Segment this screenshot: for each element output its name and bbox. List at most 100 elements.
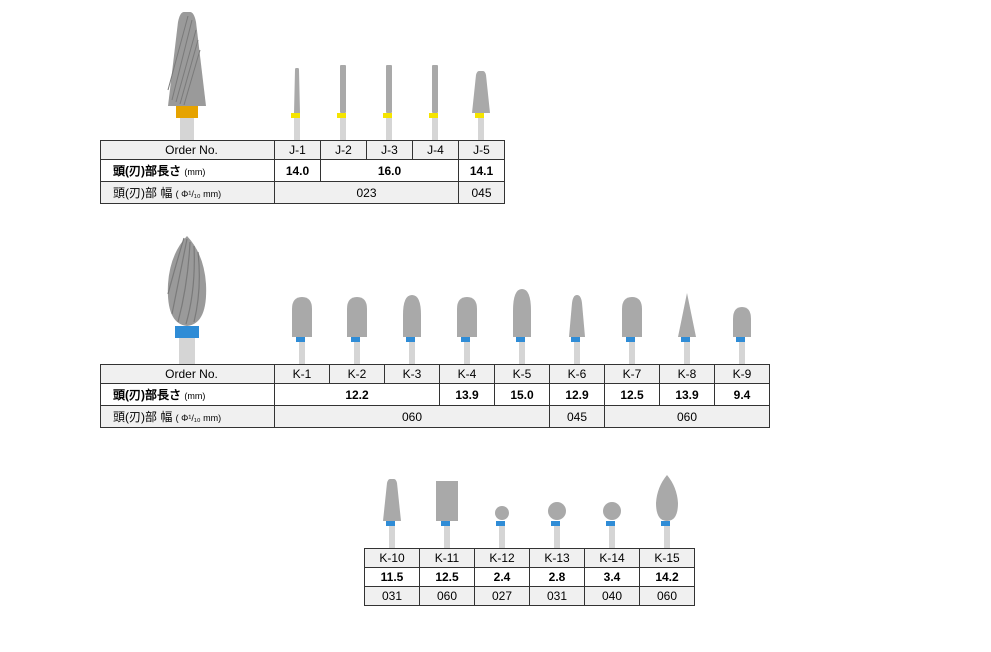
bur-illustration [639,458,694,548]
order-no-cell: K-12 [475,549,530,568]
order-no-cell: K-13 [530,549,585,568]
shank [464,342,470,364]
shank [299,342,305,364]
width-cell: 040 [585,587,640,606]
spec-table: Order No.J-1J-2J-3J-4J-5頭(刃)部長さ (mm)14.0… [100,140,505,204]
order-no-label: Order No. [101,365,275,384]
order-no-cell: K-7 [605,365,660,384]
length-cell: 16.0 [321,160,459,182]
width-label: 頭(刃)部 幅 ( Φ¹/₁₀ mm) [101,182,275,204]
shank [389,526,395,548]
bur-illustration [714,274,769,364]
length-row: 11.512.52.42.83.414.2 [365,568,695,587]
bur-illustration [329,274,384,364]
length-cell: 13.9 [660,384,715,406]
length-row: 頭(刃)部長さ (mm)14.016.014.1 [101,160,505,182]
width-row: 頭(刃)部 幅 ( Φ¹/₁₀ mm)023045 [101,182,505,204]
order-no-cell: K-15 [640,549,695,568]
shank [432,118,438,140]
spec-table: Order No.K-1K-2K-3K-4K-5K-6K-7K-8K-9 頭(刃)… [100,364,770,428]
order-no-cell: K-6 [550,365,605,384]
order-no-cell: K-3 [385,365,440,384]
width-cell: 060 [420,587,475,606]
bur-illustration [458,50,504,140]
shank [739,342,745,364]
bur-illustration [364,458,419,548]
width-cell: 045 [459,182,505,204]
length-cell: 12.5 [420,568,475,587]
width-cell: 031 [530,587,585,606]
order-no-cell: J-1 [275,141,321,160]
width-cell: 060 [640,587,695,606]
spec-table: K-10K-11K-12K-13K-14K-1511.512.52.42.83.… [364,548,695,606]
length-cell: 14.2 [640,568,695,587]
illustrations-row [100,234,991,364]
shank [409,342,415,364]
shank [684,342,690,364]
shank [629,342,635,364]
shank [478,118,484,140]
width-row: 031060027031040060 [365,587,695,606]
length-row: 頭(刃)部長さ (mm)12.213.915.012.912.513.99.4 [101,384,770,406]
shank [664,526,670,548]
shank [294,118,300,140]
order-no-row: K-10K-11K-12K-13K-14K-15 [365,549,695,568]
length-cell: 12.5 [605,384,660,406]
shank [609,526,615,548]
bur-illustration [529,458,584,548]
length-cell: 15.0 [495,384,550,406]
order-no-cell: K-9 [715,365,770,384]
length-cell: 2.4 [475,568,530,587]
main-bur-illustration [100,234,274,364]
bur-illustration [320,50,366,140]
main-bur-illustration [100,10,274,140]
bur-illustration [474,458,529,548]
width-row: 頭(刃)部 幅 ( Φ¹/₁₀ mm)060045060 [101,406,770,428]
width-label: 頭(刃)部 幅 ( Φ¹/₁₀ mm) [101,406,275,428]
length-cell: 12.2 [275,384,440,406]
width-cell: 045 [550,406,605,428]
length-label: 頭(刃)部長さ (mm) [101,384,275,406]
bur-illustration [604,274,659,364]
width-cell: 060 [605,406,770,428]
bur-illustration [419,458,474,548]
illustrations-row [100,10,991,140]
length-cell: 9.4 [715,384,770,406]
bur-illustration [274,274,329,364]
shank [554,526,560,548]
length-cell: 14.1 [459,160,505,182]
order-no-cell: K-10 [365,549,420,568]
order-no-cell: K-1 [275,365,330,384]
shank [386,118,392,140]
order-no-row: Order No.J-1J-2J-3J-4J-5 [101,141,505,160]
illustrations-row [364,458,991,548]
length-cell: 11.5 [365,568,420,587]
order-no-cell: K-14 [585,549,640,568]
length-cell: 14.0 [275,160,321,182]
order-no-cell: J-4 [413,141,459,160]
bur-illustration [549,274,604,364]
order-no-cell: K-8 [660,365,715,384]
order-no-cell: K-2 [330,365,385,384]
order-no-cell: K-5 [495,365,550,384]
length-label: 頭(刃)部長さ (mm) [101,160,275,182]
order-no-cell: K-11 [420,549,475,568]
order-no-cell: K-4 [440,365,495,384]
length-cell: 12.9 [550,384,605,406]
order-no-cell: J-2 [321,141,367,160]
order-no-cell: J-3 [367,141,413,160]
shank [354,342,360,364]
bur-illustration [584,458,639,548]
bur-illustration [494,274,549,364]
bur-illustration [439,274,494,364]
order-no-cell: J-5 [459,141,505,160]
shank [519,342,525,364]
bur-illustration [274,50,320,140]
width-cell: 060 [275,406,550,428]
product-section: Order No.J-1J-2J-3J-4J-5頭(刃)部長さ (mm)14.0… [100,10,991,204]
width-cell: 023 [275,182,459,204]
shank [340,118,346,140]
product-section: K-10K-11K-12K-13K-14K-1511.512.52.42.83.… [364,458,991,606]
bur-illustration [366,50,412,140]
length-cell: 3.4 [585,568,640,587]
